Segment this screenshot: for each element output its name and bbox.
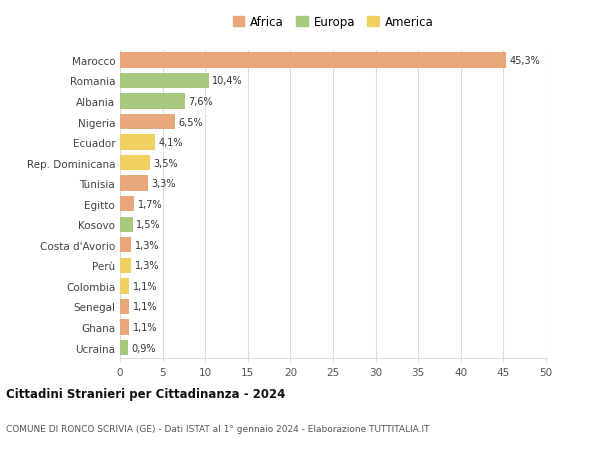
Text: 0,9%: 0,9% (131, 343, 155, 353)
Bar (120, 279, 130, 294)
Text: 45,3%: 45,3% (509, 56, 540, 66)
Text: 1,5%: 1,5% (136, 220, 161, 230)
Bar (120, 340, 128, 355)
Bar (120, 73, 209, 89)
Text: 1,7%: 1,7% (138, 199, 163, 209)
Bar (120, 176, 148, 191)
Text: 1,1%: 1,1% (133, 302, 157, 312)
Text: 1,3%: 1,3% (134, 261, 159, 271)
Text: 10,4%: 10,4% (212, 76, 242, 86)
Text: 7,6%: 7,6% (188, 97, 213, 107)
Legend: Africa, Europa, America: Africa, Europa, America (233, 17, 433, 29)
Bar (120, 217, 133, 232)
Text: 3,3%: 3,3% (152, 179, 176, 189)
Text: 4,1%: 4,1% (158, 138, 183, 148)
Text: Cittadini Stranieri per Cittadinanza - 2024: Cittadini Stranieri per Cittadinanza - 2… (6, 387, 286, 400)
Bar (120, 156, 150, 171)
Text: 1,3%: 1,3% (134, 240, 159, 250)
Text: COMUNE DI RONCO SCRIVIA (GE) - Dati ISTAT al 1° gennaio 2024 - Elaborazione TUTT: COMUNE DI RONCO SCRIVIA (GE) - Dati ISTA… (6, 425, 430, 433)
Bar (120, 196, 134, 212)
Bar (120, 94, 185, 109)
Bar (120, 53, 506, 68)
Bar (120, 135, 155, 151)
Bar (120, 115, 175, 130)
Bar (120, 238, 131, 253)
Text: 6,5%: 6,5% (179, 117, 203, 127)
Text: 1,1%: 1,1% (133, 281, 157, 291)
Bar (120, 258, 131, 274)
Text: 3,5%: 3,5% (153, 158, 178, 168)
Bar (120, 299, 130, 314)
Bar (120, 319, 130, 335)
Text: 1,1%: 1,1% (133, 322, 157, 332)
